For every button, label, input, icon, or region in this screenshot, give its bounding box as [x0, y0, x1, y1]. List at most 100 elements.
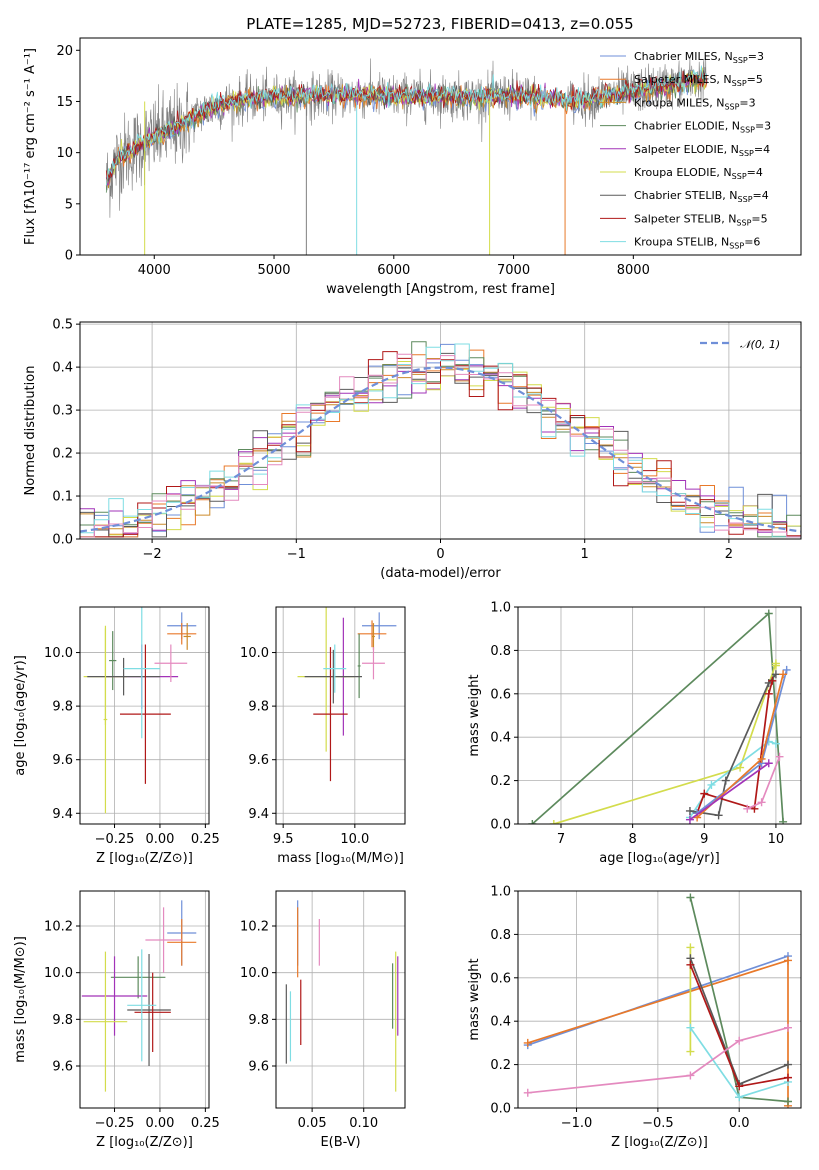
- model-spectrum-6: [105, 69, 708, 182]
- weight-marker: [783, 1023, 792, 1032]
- y-tick-label: 0.4: [52, 361, 73, 376]
- mass_vs_Z-panel: −0.25 0.00 0.25 9.6 9.8 10.0 10.2 Z [log₁₀(Z/Z⊙…: [13, 890, 220, 1150]
- errorbars: [81, 900, 197, 1092]
- legend-entry-normal: 𝒩(0, 1): [740, 338, 780, 351]
- x-axis-label: Z [log₁₀(Z/Z⊙)]: [611, 1135, 708, 1150]
- weight-marker: [782, 665, 791, 674]
- residual-histogram: [80, 351, 801, 538]
- age_vs_Z-panel: −0.25 0.00 0.25 9.4 9.6 9.8 10.0 Z [log₁₀(Z/Z⊙)…: [13, 606, 220, 866]
- weight-marker: [735, 1082, 744, 1091]
- weight-marker: [743, 804, 752, 813]
- weight-marker: [771, 661, 780, 670]
- mass_vs_EBV-panel: 0.05 0.10 9.6 9.8 10.0 10.2 E(B-V): [240, 890, 406, 1150]
- weight-marker: [768, 676, 777, 685]
- axes-frame: [79, 890, 210, 1109]
- normal-reference-curve: [80, 366, 801, 533]
- x-tick-label: 10: [768, 832, 785, 847]
- weight-marker: [685, 806, 694, 815]
- x-axis-label: E(B-V): [320, 1135, 360, 1150]
- y-axis-label: mass weight: [467, 674, 482, 756]
- x-tick-label: 9.5: [273, 832, 294, 847]
- y-tick-label: 9.4: [248, 807, 269, 822]
- errorbar-point: [81, 956, 148, 1036]
- x-tick-label: 2: [725, 547, 733, 562]
- x-tick-label: 0.25: [191, 832, 220, 847]
- y-tick-label: 0: [65, 249, 73, 264]
- y-tick-label: 10.0: [44, 966, 73, 981]
- weight-marker: [686, 960, 695, 969]
- weight-marker: [764, 689, 773, 698]
- errorbar-point: [83, 951, 128, 1092]
- errorbar-point: [304, 649, 362, 704]
- observed-spectrum: [106, 57, 708, 218]
- errorbar-point: [123, 607, 160, 739]
- x-tick-label: 9: [700, 832, 708, 847]
- y-axis-label: mass [log₁₀(M/M⊙)]: [13, 936, 28, 1063]
- weight-marker: [783, 1073, 792, 1082]
- y-axis-label: mass weight: [467, 958, 482, 1040]
- weight-series-7: [746, 756, 781, 810]
- legend-entry-0: Chabrier MILES, NSSP=3: [634, 50, 764, 65]
- weight-marker: [714, 811, 723, 820]
- x-tick-label: 0: [436, 547, 444, 562]
- axes-frame: [79, 37, 802, 256]
- errorbar-point: [357, 620, 387, 648]
- weight-marker: [735, 1036, 744, 1045]
- y-tick-label: 9.6: [248, 1060, 269, 1075]
- x-tick-label: 8000: [617, 263, 650, 278]
- errorbar-point: [109, 631, 117, 691]
- weight-marker: [549, 820, 558, 824]
- legend-entry-6: Chabrier STELIB, NSSP=4: [634, 189, 769, 204]
- y-tick-label: 9.6: [248, 753, 269, 768]
- histograms: [80, 341, 801, 538]
- weight-marker: [686, 1071, 695, 1080]
- y-tick-label: 9.8: [248, 1013, 269, 1028]
- weight-marker: [764, 759, 773, 768]
- errorbar-point: [167, 919, 197, 966]
- errorbar-point: [323, 644, 347, 693]
- weight-marker: [779, 817, 788, 824]
- errorbar-point: [110, 956, 166, 999]
- y-tick-label: 1.0: [490, 601, 511, 616]
- y-tick-label: 0.1: [52, 490, 73, 505]
- legend-entry-3: Chabrier ELODIE, NSSP=3: [634, 120, 771, 135]
- y-tick-label: 10.2: [240, 920, 269, 935]
- x-axis-label: mass [log₁₀(M/M⊙)]: [277, 851, 404, 866]
- x-tick-label: 10.0: [340, 832, 369, 847]
- weight-series-5: [696, 669, 788, 814]
- weight-marker: [779, 670, 788, 679]
- weight-series-7: [527, 1026, 789, 1094]
- legend-entry-7: Salpeter STELIB, NSSP=5: [634, 212, 768, 227]
- weight-marker: [686, 1047, 695, 1056]
- x-tick-label: 0.00: [145, 1116, 174, 1131]
- y-tick-label: 0.5: [52, 318, 73, 333]
- x-tick-label: −2: [143, 547, 162, 562]
- y-tick-label: 0.4: [490, 731, 511, 746]
- x-tick-label: −0.25: [95, 1116, 135, 1131]
- x-tick-label: 4000: [138, 263, 171, 278]
- spectrum-panel: 4000 5000 6000 7000 8000 0 5 10 15 20 wavelength […: [23, 37, 802, 297]
- weight-marker: [735, 1093, 744, 1102]
- errorbar-point: [362, 647, 385, 680]
- errorbar-point: [145, 907, 182, 973]
- weight_vs_Z-panel: −1.0 −0.5 0.0 0.0 0.2 0.4 0.6 0.8 1.0 Z [log₁₀(Z/…: [467, 885, 802, 1150]
- weight-series-8: [689, 762, 770, 821]
- y-tick-label: 0.0: [490, 818, 511, 833]
- weight-marker: [736, 763, 745, 772]
- weight-marker: [721, 776, 730, 785]
- x-tick-label: −0.5: [642, 1116, 674, 1131]
- x-axis-label: Z [log₁₀(Z/Z⊙)]: [96, 851, 193, 866]
- y-tick-label: 9.8: [52, 1013, 73, 1028]
- y-tick-label: 10.2: [44, 920, 73, 935]
- weight-marker: [686, 943, 695, 952]
- errorbar-point: [119, 644, 171, 784]
- weight-marker: [700, 789, 709, 798]
- weight-marker: [686, 1023, 695, 1032]
- x-tick-label: −1.0: [561, 1116, 593, 1131]
- weight-marker: [685, 815, 694, 824]
- x-axis-label: age [log₁₀(age/yr)]: [599, 851, 720, 866]
- axes-frame: [275, 890, 406, 1109]
- y-tick-label: 0.3: [52, 404, 73, 419]
- axes-frame: [275, 606, 406, 825]
